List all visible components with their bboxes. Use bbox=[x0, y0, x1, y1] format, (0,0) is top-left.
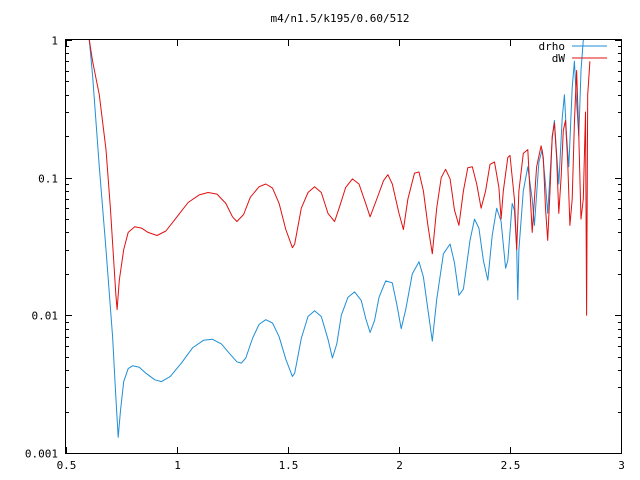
x-axis: 0.5 1 1.5 2 2.5 3 bbox=[57, 40, 625, 472]
x-tick-label: 2 bbox=[396, 459, 403, 472]
x-tick-label: 1.5 bbox=[279, 459, 299, 472]
legend-label: drho bbox=[539, 40, 566, 53]
series-line-dW bbox=[88, 39, 591, 316]
legend-label: dW bbox=[552, 52, 566, 65]
chart-title: m4/n1.5/k195/0.60/512 bbox=[270, 12, 409, 25]
x-tick-label: 3 bbox=[618, 459, 625, 472]
series-layer bbox=[88, 39, 591, 438]
series-line-drho bbox=[88, 39, 584, 438]
y-tick-label: 0.1 bbox=[38, 173, 58, 186]
y-tick-label: 0.01 bbox=[32, 310, 59, 323]
x-tick-label: 0.5 bbox=[57, 459, 77, 472]
x-tick-label: 2.5 bbox=[501, 459, 521, 472]
y-tick-label: 1 bbox=[51, 35, 58, 48]
x-tick-label: 1 bbox=[174, 459, 181, 472]
y-tick-label: 0.001 bbox=[25, 448, 58, 461]
plot-frame bbox=[65, 39, 622, 454]
y-axis: 0.001 0.01 0.1 1 bbox=[25, 35, 621, 461]
